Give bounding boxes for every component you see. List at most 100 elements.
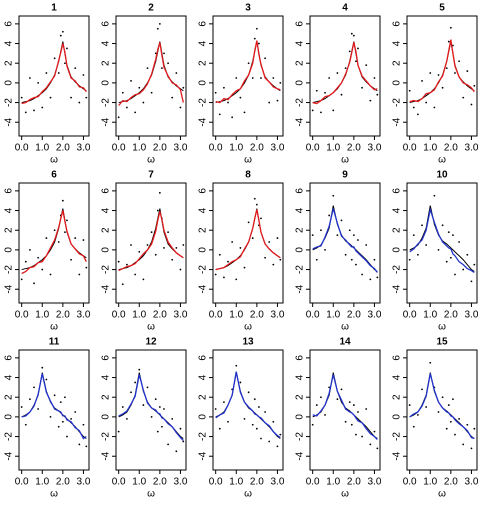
curve <box>21 41 87 104</box>
data-point <box>214 408 217 410</box>
curve <box>215 209 281 271</box>
data-point <box>412 425 415 428</box>
curve <box>215 208 281 271</box>
data-point <box>126 417 128 420</box>
y-tick-label: 2 <box>101 227 112 233</box>
data-point <box>253 37 256 40</box>
curve <box>118 211 184 272</box>
curve <box>312 374 378 440</box>
data-point <box>70 96 72 99</box>
data-point <box>348 401 351 404</box>
data-point <box>340 93 343 96</box>
data-point <box>218 113 221 116</box>
data-point <box>473 427 476 430</box>
data-point <box>264 411 266 413</box>
y-tick-label: 2 <box>392 394 403 400</box>
data-point <box>452 398 454 401</box>
data-point <box>276 445 279 448</box>
y-tick-label: 0 <box>392 414 403 420</box>
curve <box>215 371 281 439</box>
data-point <box>247 62 250 65</box>
data-point <box>243 417 246 420</box>
x-tick-label: 2.0 <box>347 143 361 154</box>
x-tick-label: 0.0 <box>112 477 126 488</box>
data-point <box>20 406 23 408</box>
panel-title: 5 <box>439 3 445 14</box>
data-point <box>264 57 266 60</box>
data-point <box>150 91 153 94</box>
y-tick-label: -2 <box>101 98 112 107</box>
data-point <box>470 103 473 106</box>
y-tick-label: -2 <box>295 265 306 274</box>
data-point <box>130 244 132 246</box>
data-point <box>134 111 137 114</box>
y-tick-label: 2 <box>101 60 112 66</box>
y-tick-label: -4 <box>4 284 15 293</box>
x-tick-label: 1.0 <box>423 477 437 488</box>
y-tick-label: 4 <box>392 374 403 380</box>
data-point <box>29 77 31 79</box>
data-point <box>175 247 178 249</box>
data-point <box>78 101 81 104</box>
data-point <box>182 440 185 443</box>
data-point <box>121 91 124 94</box>
data-point <box>376 93 379 96</box>
data-point <box>340 388 343 391</box>
data-point <box>315 404 318 406</box>
x-tick-label: 0.0 <box>112 310 126 321</box>
x-tick-label: 0.0 <box>306 310 320 321</box>
x-tick-label: 2.0 <box>444 143 458 154</box>
x-axis-label: ω <box>50 322 58 333</box>
data-point <box>421 80 423 82</box>
data-point <box>49 96 52 99</box>
data-point <box>437 74 440 76</box>
y-tick-label: 0 <box>392 247 403 253</box>
plot-box <box>212 182 284 304</box>
data-point <box>235 278 238 281</box>
data-point <box>247 221 250 224</box>
plot-box <box>406 15 478 137</box>
data-point <box>57 72 60 74</box>
data-point <box>449 420 452 423</box>
y-tick-label: -4 <box>101 284 112 293</box>
data-point <box>264 256 266 259</box>
data-point <box>272 263 275 266</box>
data-point <box>158 191 161 194</box>
data-point <box>348 50 351 53</box>
data-point <box>272 77 275 79</box>
data-point <box>150 415 153 418</box>
curve <box>312 372 378 439</box>
data-point <box>66 47 68 50</box>
y-tick-label: 0 <box>198 414 209 420</box>
data-point <box>156 27 159 30</box>
x-tick-label: 1.0 <box>326 477 340 488</box>
data-point <box>182 86 185 89</box>
y-tick-label: -2 <box>198 265 209 274</box>
plot-box <box>18 182 90 304</box>
y-tick-label: 6 <box>198 355 209 361</box>
x-axis-label: ω <box>147 322 155 333</box>
curve <box>409 41 475 104</box>
x-axis-label: ω <box>147 155 155 166</box>
data-point <box>59 34 62 37</box>
data-point <box>45 72 48 74</box>
data-point <box>163 52 165 55</box>
data-point <box>218 427 221 430</box>
y-tick-label: 0 <box>101 247 112 253</box>
data-point <box>466 253 469 256</box>
data-point <box>425 101 428 104</box>
data-point <box>61 30 64 33</box>
y-tick-label: -2 <box>101 432 112 441</box>
x-tick-label: 1.0 <box>326 143 340 154</box>
y-tick-label: 4 <box>198 207 209 213</box>
y-tick-label: 4 <box>392 40 403 46</box>
data-point <box>45 378 48 381</box>
curve <box>21 210 87 275</box>
data-point <box>214 273 217 276</box>
x-tick-label: 2.0 <box>153 143 167 154</box>
data-point <box>441 86 444 89</box>
data-point <box>311 234 314 237</box>
y-tick-label: 6 <box>101 21 112 27</box>
data-point <box>37 256 40 259</box>
data-point <box>365 408 368 410</box>
